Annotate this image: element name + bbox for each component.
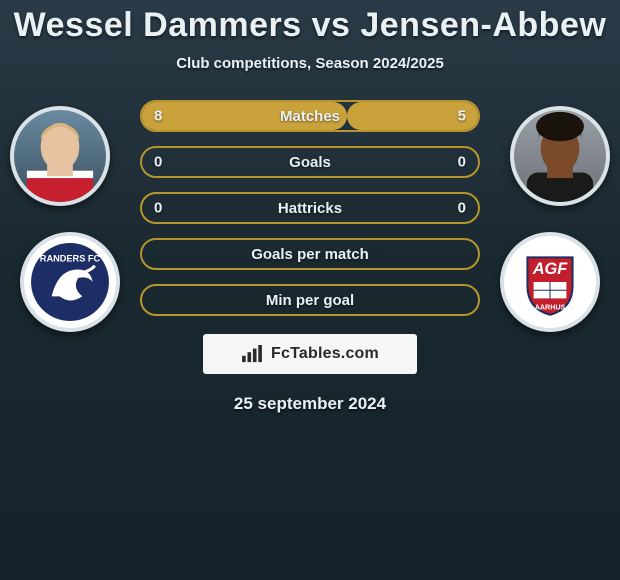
page-title: Wessel Dammers vs Jensen-Abbew bbox=[0, 0, 620, 45]
stat-label: Matches bbox=[280, 108, 340, 125]
player-right-portrait bbox=[510, 106, 610, 206]
date-text: 25 september 2024 bbox=[0, 394, 620, 414]
player-left-avatar-svg bbox=[14, 110, 106, 202]
stat-bar: 0 0 Hattricks bbox=[140, 192, 480, 224]
stat-bars: 8 5 Matches 0 0 Goals 0 0 Hattricks Goals per mat… bbox=[140, 100, 480, 316]
club-left-crest-svg: RANDERS FC bbox=[29, 241, 111, 323]
player-right-avatar-svg bbox=[514, 110, 606, 202]
stat-bar: 0 0 Goals bbox=[140, 146, 480, 178]
stat-label: Min per goal bbox=[266, 292, 354, 309]
stat-value-left: 0 bbox=[154, 200, 162, 217]
club-right-crest-svg: AGF AARHUS bbox=[509, 241, 591, 323]
stat-label: Goals per match bbox=[251, 246, 369, 263]
stat-label: Goals bbox=[289, 154, 331, 171]
club-left-crest: RANDERS FC bbox=[20, 232, 120, 332]
svg-text:AGF: AGF bbox=[532, 260, 569, 278]
comparison-arena: RANDERS FC AGF AARHUS 85Matches00Goals00… bbox=[0, 100, 620, 316]
subtitle: Club competitions, Season 2024/2025 bbox=[0, 55, 620, 72]
stat-value-left: 8 bbox=[154, 108, 162, 125]
player-left-portrait bbox=[10, 106, 110, 206]
stat-value-left: 0 bbox=[154, 154, 162, 171]
stat-value-right: 0 bbox=[458, 154, 466, 171]
brand-box: FcTables.com bbox=[203, 334, 417, 374]
stat-bar: Goals per match bbox=[140, 238, 480, 270]
stat-value-right: 5 bbox=[458, 108, 466, 125]
club-right-crest: AGF AARHUS bbox=[500, 232, 600, 332]
stat-value-right: 0 bbox=[458, 200, 466, 217]
stat-bar: 8 5 Matches bbox=[140, 100, 480, 132]
brand-chart-icon bbox=[241, 345, 263, 363]
svg-text:RANDERS FC: RANDERS FC bbox=[40, 254, 101, 264]
stat-bar: Min per goal bbox=[140, 284, 480, 316]
stat-label: Hattricks bbox=[278, 200, 342, 217]
brand-text: FcTables.com bbox=[271, 345, 379, 363]
svg-text:AARHUS: AARHUS bbox=[535, 304, 566, 312]
